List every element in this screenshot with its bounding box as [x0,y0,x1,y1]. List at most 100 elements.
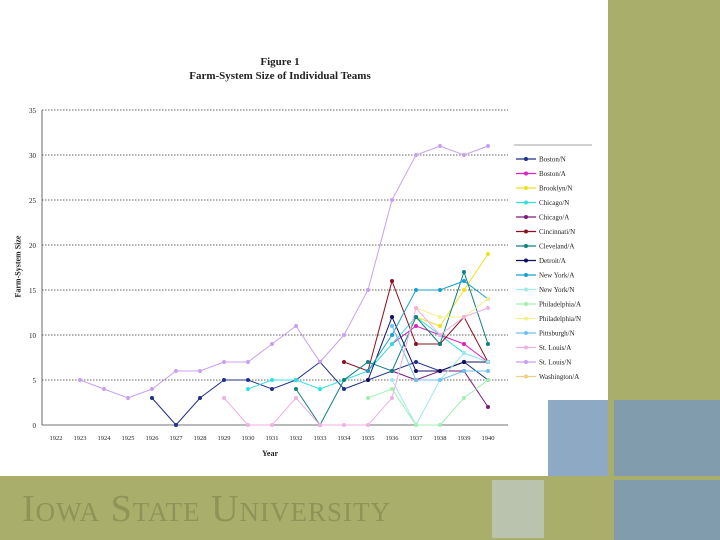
legend-label: Detroit/A [539,257,566,265]
legend-marker [524,258,528,263]
series-line-new-york-a [367,280,489,372]
data-point-st-louis-a [462,315,466,319]
data-point-st-louis-n [126,396,130,400]
data-point-new-york-n [390,378,394,382]
series-line-philadelphia-a [367,379,489,426]
series-line-cleveland-a [295,270,489,426]
data-point-cleveland-a [414,315,418,319]
data-point-philadelphia-a [462,396,466,400]
data-point-st-louis-a [246,423,250,427]
data-point-detroit-a [390,315,394,319]
y-tick-label: 20 [29,242,37,250]
data-point-st-louis-n [342,333,346,337]
legend-marker [524,345,528,350]
y-tick-label: 0 [33,422,37,430]
legend-marker [524,302,528,306]
data-point-cleveland-a [438,342,442,346]
legend-label: Cincinnati/N [539,228,575,236]
data-point-st-louis-n [78,378,82,382]
x-tick-label: 1934 [338,435,352,442]
x-tick-label: 1925 [122,435,135,442]
data-point-st-louis-n [318,360,322,364]
data-point-new-york-n [462,351,466,355]
y-tick-label: 10 [29,332,37,340]
data-point-st-louis-n [294,324,298,328]
legend-label: Washington/A [539,373,579,381]
data-point-st-louis-a [294,396,298,400]
data-point-st-louis-n [102,387,106,391]
data-point-st-louis-a [270,423,274,427]
legend-label: Boston/N [539,156,566,164]
data-point-boston-a [462,342,466,346]
data-point-st-louis-n [462,153,466,157]
data-point-st-louis-a [222,396,226,400]
data-point-cleveland-a [462,270,466,274]
legend-label: Boston/A [539,170,566,178]
data-point-st-louis-n [150,387,154,391]
data-point-cleveland-a [486,342,490,346]
data-point-st-louis-n [438,144,442,148]
data-point-boston-n [150,396,154,400]
legend-label: Chicago/A [539,214,569,222]
legend-label: Chicago/N [539,199,569,207]
series-line-st-louis-n [79,145,489,399]
chart-subtitle: Farm-System Size of Individual Teams [189,70,371,82]
data-point-st-louis-n [390,198,394,202]
legend-marker [524,273,528,277]
footer-tile-ghost [492,480,544,538]
data-point-brooklyn-n [438,324,442,328]
x-tick-label: 1938 [434,435,447,442]
data-point-cincinnati-n [414,342,418,346]
series-line-detroit-a [367,315,488,381]
data-point-st-louis-n [222,360,226,364]
chart-title: Figure 1 [260,56,300,68]
data-point-st-louis-n [174,369,178,373]
data-point-st-louis-n [270,342,274,346]
x-tick-label: 1926 [146,435,160,442]
footer-tile-left [548,400,608,476]
data-point-boston-a [414,324,418,328]
series-line-st-louis-a [223,306,489,426]
legend-label: New York/N [539,286,574,294]
data-point-st-louis-n [198,369,202,373]
data-point-st-louis-n [486,144,490,148]
series-line-new-york-n [391,352,489,427]
data-point-boston-n [198,396,202,400]
legend-label: Brooklyn/N [539,185,572,193]
series-line-philadelphia-n [415,298,489,318]
x-tick-label: 1922 [50,435,63,442]
data-point-boston-n [414,360,418,364]
data-point-chicago-a [486,405,490,409]
legend-marker [524,200,528,205]
x-axis-label: Year [262,449,278,458]
data-point-cincinnati-n [342,360,346,364]
legend-marker [524,186,528,190]
legend-label: New York/A [539,272,574,280]
data-point-philadelphia-a [366,396,370,400]
x-tick-label: 1932 [290,435,303,442]
data-point-new-york-a [414,288,418,292]
data-point-chicago-n [246,387,250,391]
legend-marker [524,157,528,161]
y-tick-label: 35 [29,107,37,115]
data-point-new-york-n [486,360,490,364]
legend-marker [524,331,528,335]
data-point-pittsburgh-n [390,324,394,328]
data-point-cleveland-a [342,378,346,382]
y-tick-label: 25 [29,197,37,205]
data-point-cincinnati-n [390,279,394,283]
legend-marker [524,374,528,379]
data-point-st-louis-a [414,306,418,310]
footer-tile-bottom [614,480,720,540]
x-tick-label: 1930 [242,435,255,442]
x-tick-label: 1929 [218,435,231,442]
x-tick-label: 1931 [266,435,279,442]
legend-label: Pittsburgh/N [539,330,575,338]
data-point-detroit-a [462,360,466,364]
data-point-brooklyn-n [486,252,490,256]
data-point-cleveland-a [366,360,370,364]
data-point-detroit-a [366,378,370,382]
data-point-philadelphia-n [438,315,442,319]
data-point-philadelphia-n [486,297,490,301]
data-point-new-york-a [390,333,394,337]
